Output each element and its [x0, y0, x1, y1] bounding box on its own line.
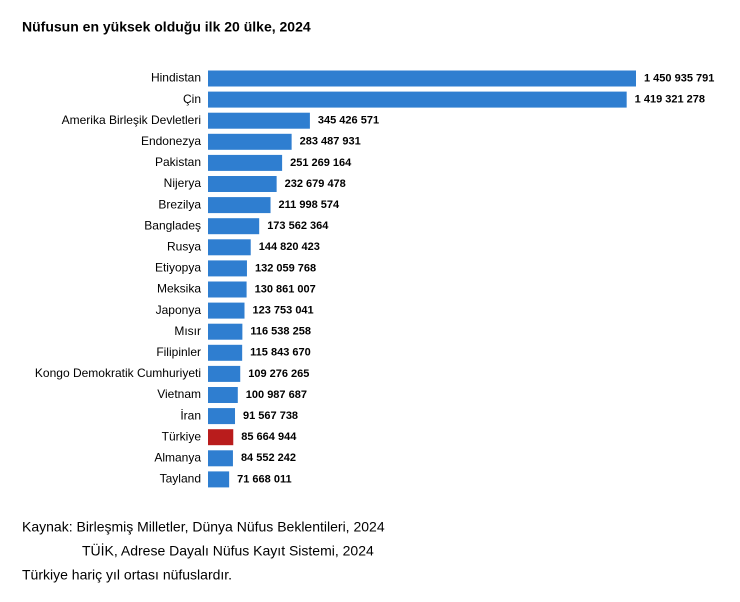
bar	[208, 323, 243, 340]
value-label: 251 269 164	[290, 157, 352, 169]
category-label: Nijerya	[164, 176, 202, 190]
value-label: 132 059 768	[255, 262, 316, 274]
category-label: Brezilya	[158, 197, 201, 211]
value-label: 345 426 571	[318, 115, 379, 127]
bar	[208, 112, 310, 129]
bar	[208, 408, 236, 425]
bar	[208, 154, 283, 171]
source-note: Kaynak: Birleşmiş Milletler, Dünya Nüfus…	[22, 519, 385, 535]
category-label: Türkiye	[162, 429, 202, 443]
bar	[208, 450, 233, 467]
value-label: 144 820 423	[259, 241, 320, 253]
category-label: Rusya	[167, 239, 201, 253]
value-label: 115 843 670	[250, 347, 311, 359]
bar	[208, 176, 277, 192]
category-label: Hindistan	[151, 71, 201, 85]
category-label: Endonezya	[141, 134, 201, 148]
bar	[208, 133, 292, 150]
value-label: 232 679 478	[285, 178, 346, 190]
category-label: Kongo Demokratik Cumhuriyeti	[35, 366, 201, 380]
category-label: Etiyopya	[155, 261, 201, 275]
value-label: 116 538 258	[250, 326, 311, 338]
value-label: 130 861 007	[255, 283, 316, 295]
value-label: 123 753 041	[253, 305, 314, 317]
value-label: 85 664 944	[241, 431, 297, 443]
footnote: Türkiye hariç yıl ortası nüfuslardır.	[22, 567, 232, 583]
category-label: Tayland	[160, 472, 201, 486]
bar	[208, 429, 234, 446]
chart-title: Nüfusun en yüksek olduğu ilk 20 ülke, 20…	[22, 19, 311, 35]
value-label: 109 276 265	[248, 368, 309, 380]
category-label: Mısır	[174, 324, 201, 338]
category-label: Filipinler	[156, 345, 201, 359]
bar	[208, 70, 636, 87]
value-label: 211 998 574	[279, 199, 340, 211]
bar	[208, 344, 243, 361]
category-label: İran	[180, 408, 201, 422]
category-label: Almanya	[154, 450, 201, 464]
value-label: 84 552 242	[241, 452, 296, 464]
source-note: TÜİK, Adrese Dayalı Nüfus Kayıt Sistemi,…	[82, 542, 374, 559]
category-label: Amerika Birleşik Devletleri	[62, 113, 201, 127]
bar	[208, 239, 251, 256]
bar	[208, 471, 230, 488]
category-label: Çin	[183, 92, 201, 106]
value-label: 1 419 321 278	[635, 94, 705, 106]
bar	[208, 91, 627, 108]
bar	[208, 218, 260, 235]
category-label: Bangladeş	[144, 218, 201, 232]
category-label: Meksika	[157, 282, 201, 296]
bar	[208, 387, 238, 403]
value-label: 283 487 931	[300, 136, 361, 148]
bar	[208, 260, 247, 277]
value-label: 71 668 011	[237, 473, 291, 485]
bar	[208, 365, 241, 382]
bar	[208, 197, 271, 214]
bar	[208, 281, 247, 298]
value-label: 173 562 364	[267, 220, 329, 232]
value-label: 91 567 738	[243, 410, 298, 422]
category-label: Pakistan	[155, 155, 201, 169]
category-label: Vietnam	[157, 387, 201, 401]
value-label: 1 450 935 791	[644, 72, 714, 84]
value-label: 100 987 687	[246, 389, 307, 401]
bar	[208, 302, 245, 319]
category-label: Japonya	[156, 303, 202, 317]
